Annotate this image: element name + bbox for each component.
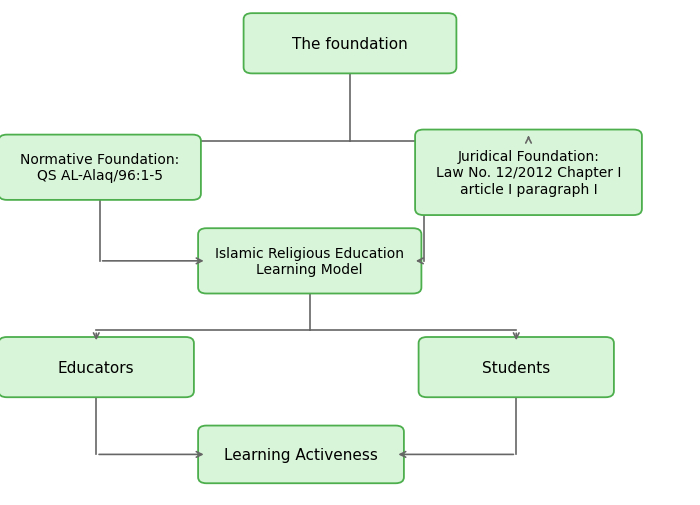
- Text: Learning Activeness: Learning Activeness: [224, 447, 378, 462]
- FancyBboxPatch shape: [415, 130, 642, 216]
- FancyBboxPatch shape: [0, 337, 194, 397]
- FancyBboxPatch shape: [198, 229, 421, 294]
- FancyBboxPatch shape: [0, 135, 201, 200]
- Text: The foundation: The foundation: [292, 37, 408, 52]
- FancyBboxPatch shape: [244, 14, 456, 74]
- FancyBboxPatch shape: [419, 337, 614, 397]
- Text: Normative Foundation:
QS AL-Alaq/96:1-5: Normative Foundation: QS AL-Alaq/96:1-5: [20, 153, 179, 183]
- Text: Islamic Religious Education
Learning Model: Islamic Religious Education Learning Mod…: [216, 246, 405, 276]
- Text: Juridical Foundation:
Law No. 12/2012 Chapter I
article I paragraph I: Juridical Foundation: Law No. 12/2012 Ch…: [436, 150, 621, 196]
- Text: Educators: Educators: [58, 360, 134, 375]
- FancyBboxPatch shape: [198, 426, 404, 483]
- Text: Students: Students: [482, 360, 550, 375]
